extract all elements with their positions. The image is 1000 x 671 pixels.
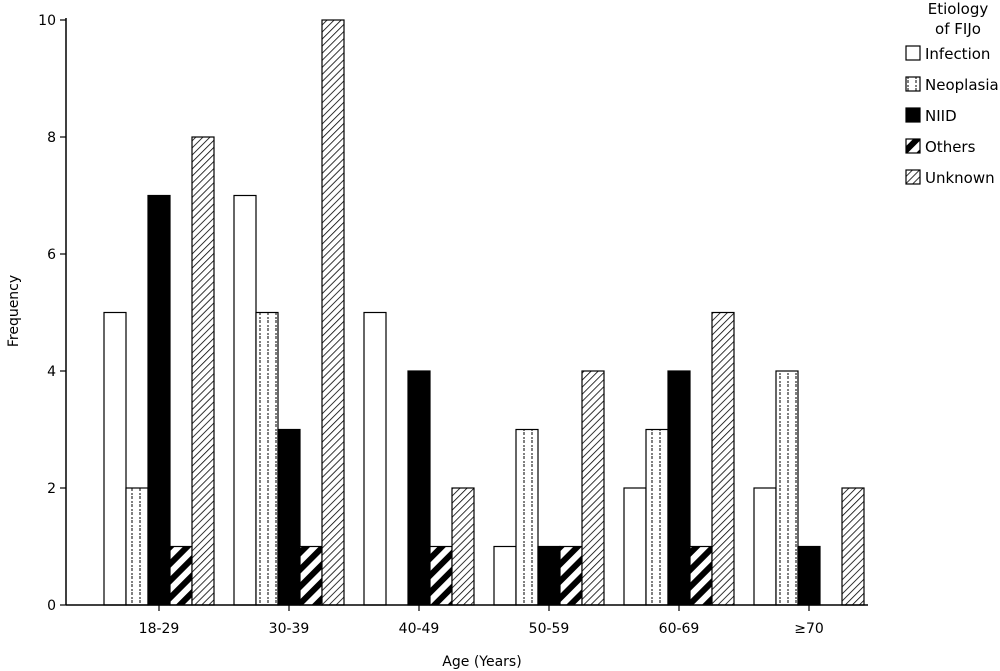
bar-others-3 [559, 545, 583, 606]
bar-unknown-3 [581, 370, 605, 606]
x-ticks: 18-29 30-39 40-49 50-59 60-69 ≥70 [139, 605, 824, 637]
y-ticks: 0 2 4 6 8 10 [38, 13, 66, 614]
x-tick-label: ≥70 [794, 621, 824, 637]
legend-title-line-1: Etiology [928, 0, 989, 18]
axes-layer [65, 18, 868, 606]
bar-neoplasia-4 [645, 428, 669, 606]
bar-others-2 [429, 545, 453, 606]
x-tick-label: 40-49 [399, 621, 440, 637]
legend-swatch-others [905, 138, 921, 154]
bar-others-0 [169, 545, 193, 606]
bar-infection-0 [103, 311, 127, 606]
legend-label-neoplasia: Neoplasia [925, 76, 999, 94]
bar-unknown-5 [841, 487, 865, 606]
x-tick-label: 60-69 [659, 621, 700, 637]
legend-label-unknown: Unknown [925, 169, 995, 187]
legend-swatch-niid [905, 107, 921, 123]
bar-unknown-2 [451, 487, 475, 606]
bar-niid-4 [667, 370, 691, 606]
bar-niid-0 [147, 194, 171, 606]
y-tick-label: 8 [47, 130, 56, 146]
y-tick-label: 4 [47, 364, 56, 380]
bars-layer [103, 19, 865, 606]
x-tick-label: 30-39 [269, 621, 310, 637]
bar-infection-3 [493, 545, 517, 606]
legend-swatch-unknown [905, 169, 921, 185]
legend: Etiology of FIJo Infection Neoplasia NIID O… [905, 0, 999, 187]
bar-others-1 [299, 545, 323, 606]
x-axis-label: Age (Years) [442, 654, 521, 670]
bar-unknown-1 [321, 19, 345, 606]
bar-others-4 [689, 545, 713, 606]
bar-neoplasia-3 [515, 428, 539, 606]
bar-neoplasia-0 [125, 487, 149, 606]
legend-items: Infection Neoplasia NIID Others Unknown [905, 45, 999, 187]
y-tick-label: 0 [47, 598, 56, 614]
x-tick-label: 18-29 [139, 621, 180, 637]
bar-infection-1 [233, 194, 257, 606]
bar-infection-4 [623, 487, 647, 606]
bar-niid-3 [537, 545, 561, 606]
bar-neoplasia-5 [775, 370, 799, 606]
bar-niid-1 [277, 428, 301, 606]
bar-neoplasia-1 [255, 311, 279, 606]
y-tick-label: 10 [38, 13, 56, 29]
bar-unknown-0 [191, 136, 215, 606]
bar-infection-5 [753, 487, 777, 606]
bar-niid-5 [797, 545, 821, 606]
bar-unknown-4 [711, 311, 735, 606]
bar-niid-2 [407, 370, 431, 606]
y-tick-label: 2 [47, 481, 56, 497]
y-tick-label: 6 [47, 247, 56, 263]
legend-title-line-2: of FIJo [935, 20, 981, 38]
y-axis-label: Frequency [6, 275, 22, 347]
bar-infection-2 [363, 311, 387, 606]
legend-label-infection: Infection [925, 45, 990, 63]
legend-swatch-neoplasia [905, 76, 921, 92]
legend-label-others: Others [925, 138, 976, 156]
legend-label-niid: NIID [925, 107, 957, 125]
legend-swatch-infection [905, 45, 921, 61]
x-tick-label: 50-59 [529, 621, 570, 637]
